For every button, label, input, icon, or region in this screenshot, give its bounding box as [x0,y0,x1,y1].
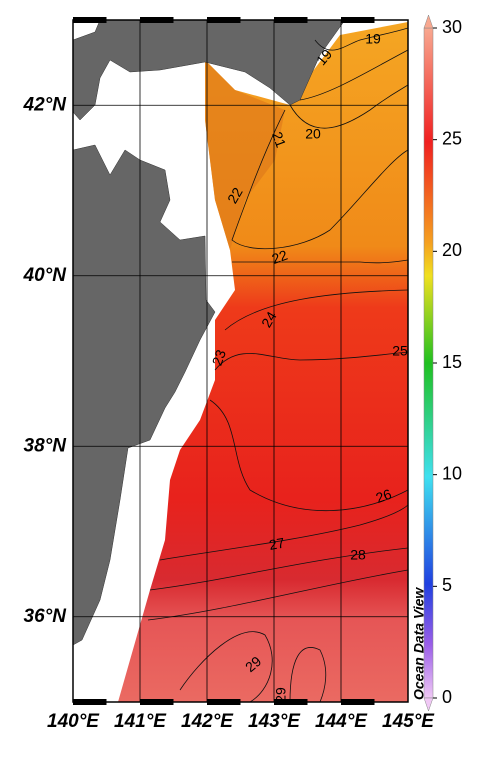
x-tick-label: 144°E [315,711,368,732]
frame-bar [207,699,241,705]
x-tick-label: 141°E [114,711,167,732]
contour-label: 29 [273,687,289,703]
contours [147,27,409,703]
frame-bar [73,17,107,23]
contour-label: 27 [268,534,286,552]
colorbar-min-arrow [423,697,434,712]
contour-label: 19 [365,31,381,47]
frame-bar [274,699,308,705]
x-tick-label: 145°E [382,711,435,732]
frame-bar [73,699,107,705]
colorbar [423,27,434,699]
contour-label: 22 [270,247,290,267]
y-tick-label: 42°N [23,94,68,115]
credit: Ocean Data View [411,587,427,700]
frame-bar [140,699,174,705]
colorbar-tick-label: 15 [442,352,462,372]
colorbar-tick-label: 30 [442,17,462,37]
colorbar-tick-label: 20 [442,240,462,260]
contour-label: 24 [258,308,280,330]
x-tick-label: 142°E [181,711,234,732]
colorbar-tick-label: 0 [442,687,452,707]
colorbar-tick-label: 25 [442,128,462,148]
contour-label: 25 [392,343,408,359]
colorbar-tick-label: 10 [442,463,462,483]
contour-label: 26 [374,486,394,506]
x-tick-label: 140°E [47,711,100,732]
contour-label: 23 [209,347,229,367]
contour-label: 21 [269,130,289,150]
frame-bar [341,699,375,705]
y-tick-label: 36°N [24,606,68,627]
contour-label: 28 [350,547,366,563]
contour-label: 20 [305,126,321,142]
colorbar-tick-label: 5 [442,575,452,595]
x-tick-label: 143°E [248,711,301,732]
contour-label: 22 [224,184,246,206]
colorbar-max-arrow [423,14,434,29]
frame-bar [207,17,241,23]
y-tick-label: 40°N [23,265,68,286]
frame-bar [274,17,308,23]
y-tick-label: 38°N [24,435,68,456]
sea-field [118,22,408,702]
frame-bar [140,17,174,23]
frame-bar [341,17,375,23]
